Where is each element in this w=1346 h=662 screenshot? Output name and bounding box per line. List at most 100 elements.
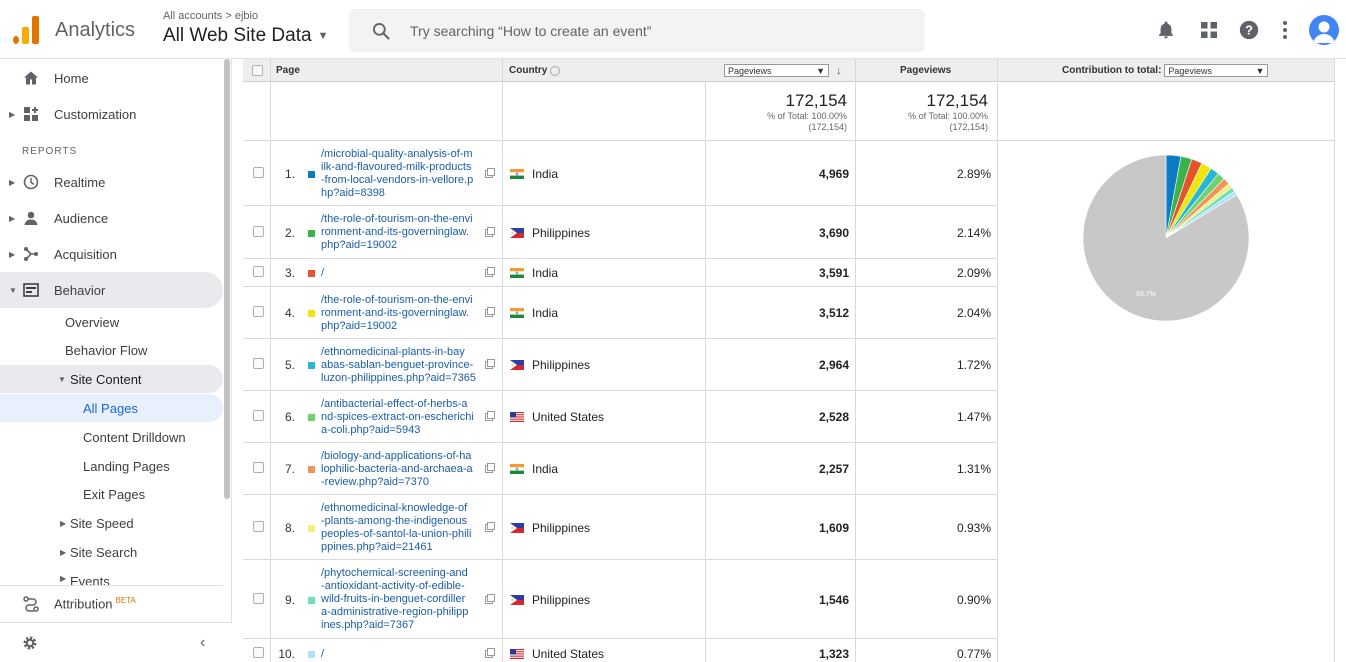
row-checkbox[interactable] [253,306,264,317]
sidebar-item-site-speed[interactable]: ▶ Site Speed [60,515,134,531]
analytics-logo[interactable] [13,16,39,44]
table-row: 1. /microbial-quality-analysis-of-m ilk-an… [243,142,998,206]
page-link[interactable]: /antibacterial-effect-of-herbs-a nd-spice… [321,397,474,436]
open-external-icon[interactable] [485,267,495,277]
open-external-icon[interactable] [485,593,495,604]
table-row: 6. /antibacterial-effect-of-herbs-a nd-spi… [243,391,998,443]
open-external-icon[interactable] [485,463,495,473]
table-row: 9. /phytochemical-screening-and -antioxida… [243,560,998,639]
page-link[interactable]: / [321,266,325,279]
bell-icon[interactable] [1154,18,1178,42]
sidebar-item-behavior[interactable]: ▼ Behavior [0,272,223,308]
account-breadcrumb[interactable]: All accounts > ejbio [163,10,259,22]
help-icon[interactable]: ? [1237,18,1261,42]
page-link[interactable]: /phytochemical-screening-and -antioxidant… [321,567,469,631]
page-scrollbar[interactable] [1334,59,1346,662]
account-selector[interactable]: All accounts > ejbio All Web Site Data ▼ [163,10,328,47]
row-checkbox[interactable] [253,358,264,369]
search-bar[interactable] [349,9,925,52]
sidebar-item-overview[interactable]: Overview [65,314,120,330]
page-link[interactable]: /biology-and-applications-of-ha lophilic-… [321,449,473,488]
country-value: India [532,266,559,280]
pie-slice-other[interactable] [1082,154,1250,322]
sort-desc-icon[interactable]: ↓ [836,64,842,77]
open-external-icon[interactable] [485,168,495,178]
more-vert-icon[interactable] [1273,18,1297,42]
pageviews-value: 3,690 [818,225,849,240]
sidebar-item-exit-pages[interactable]: Exit Pages [83,486,146,502]
apps-grid-icon[interactable] [1197,18,1221,42]
page-link[interactable]: /ethnomedicinal-plants-in-bay abas-sablan… [321,345,477,384]
sidebar-item-customization[interactable]: ▶ Customization [9,105,137,123]
sidebar: Home ▶ Customization REPORTS ▶ Realtime … [0,59,232,662]
row-checkbox[interactable] [253,225,264,237]
view-selector[interactable]: All Web Site Data ▼ [163,25,328,47]
sidebar-item-attribution[interactable]: Attribution BETA [0,585,223,621]
sidebar-item-all-pages[interactable]: All Pages [0,394,223,422]
open-external-icon[interactable] [485,307,495,317]
contribution-value: 1.31% [956,462,991,476]
sidebar-item-behavior-flow[interactable]: Behavior Flow [65,342,148,358]
column-header-pageviews[interactable]: Pageviews [900,65,952,76]
sidebar-item-content-drilldown[interactable]: Content Drilldown [83,429,186,445]
avatar[interactable] [1309,15,1339,45]
open-external-icon[interactable] [485,411,495,421]
metric-select[interactable]: Pageviews ▼ [724,64,829,77]
flag-us-icon [510,648,524,659]
page-link[interactable]: /microbial-quality-analysis-of-m ilk-and-… [321,148,474,199]
series-color-swatch [308,466,315,473]
sidebar-item-realtime[interactable]: ▶ Realtime [9,174,106,190]
row-checkbox[interactable] [253,592,264,604]
total-pageviews-value-2: 172,154 [926,91,988,110]
sidebar-item-site-content[interactable]: ▼ Site Content [0,365,223,393]
row-checkbox[interactable] [253,520,264,532]
contribution-label: Contribution to total: [1062,65,1162,76]
flag-india-icon [510,267,524,278]
page-link[interactable]: / [321,647,325,660]
flag-philippines-icon [510,594,524,605]
sidebar-item-audience[interactable]: ▶ Audience [9,209,109,227]
page-link[interactable]: /the-role-of-tourism-on-the-envi ronment-… [321,293,473,332]
country-value: India [532,306,559,320]
select-all-checkbox[interactable] [252,65,263,76]
column-header-page[interactable]: Page [276,65,300,76]
row-number: 3. [284,266,295,280]
customization-icon [22,105,40,123]
row-checkbox[interactable] [253,647,264,658]
row-number: 4. [284,306,295,320]
search-input[interactable] [410,22,890,39]
expand-arrow-icon: ▶ [60,547,67,557]
row-checkbox[interactable] [253,167,264,178]
sidebar-item-events[interactable]: ▶ Events [60,574,110,585]
person-icon [22,209,40,227]
sidebar-scrollbar[interactable] [224,59,230,499]
sidebar-item-home[interactable]: Home [0,60,223,96]
row-number: 9. [284,592,295,607]
page-link[interactable]: /ethnomedicinal-knowledge-of -plants-amon… [321,501,472,553]
sidebar-item-site-search[interactable]: ▶ Site Search [60,544,138,560]
collapse-sidebar-icon[interactable]: ‹ [200,634,206,651]
flag-india-icon [510,168,524,179]
beta-badge: BETA [115,595,136,605]
gear-icon[interactable] [22,635,38,656]
contribution-select[interactable]: Pageviews ▼ [1164,64,1269,77]
row-checkbox[interactable] [253,410,264,421]
dropdown-arrow-icon: ▼ [816,65,825,76]
info-icon[interactable] [550,65,561,76]
dropdown-arrow-icon: ▼ [1255,65,1265,76]
sidebar-item-acquisition[interactable]: ▶ Acquisition [9,246,117,262]
open-external-icon[interactable] [485,648,495,658]
column-header-country[interactable]: Country [509,59,561,82]
sidebar-item-landing-pages[interactable]: Landing Pages [83,458,170,474]
collapse-arrow-icon: ▼ [9,285,17,295]
open-external-icon[interactable] [485,359,495,369]
open-external-icon[interactable] [485,521,495,532]
open-external-icon[interactable] [485,226,495,237]
table-header: Page Country Pageviews ▼ ↓ Pageviews Cont… [243,59,1334,82]
row-checkbox[interactable] [253,462,264,473]
contribution-pie-chart: 83.7% [1082,154,1250,322]
row-checkbox[interactable] [253,266,264,277]
page-link[interactable]: /the-role-of-tourism-on-the-envi ronment-… [321,213,473,251]
top-header: Analytics All accounts > ejbio All Web S… [0,0,1346,59]
contribution-value: 2.89% [956,167,991,181]
